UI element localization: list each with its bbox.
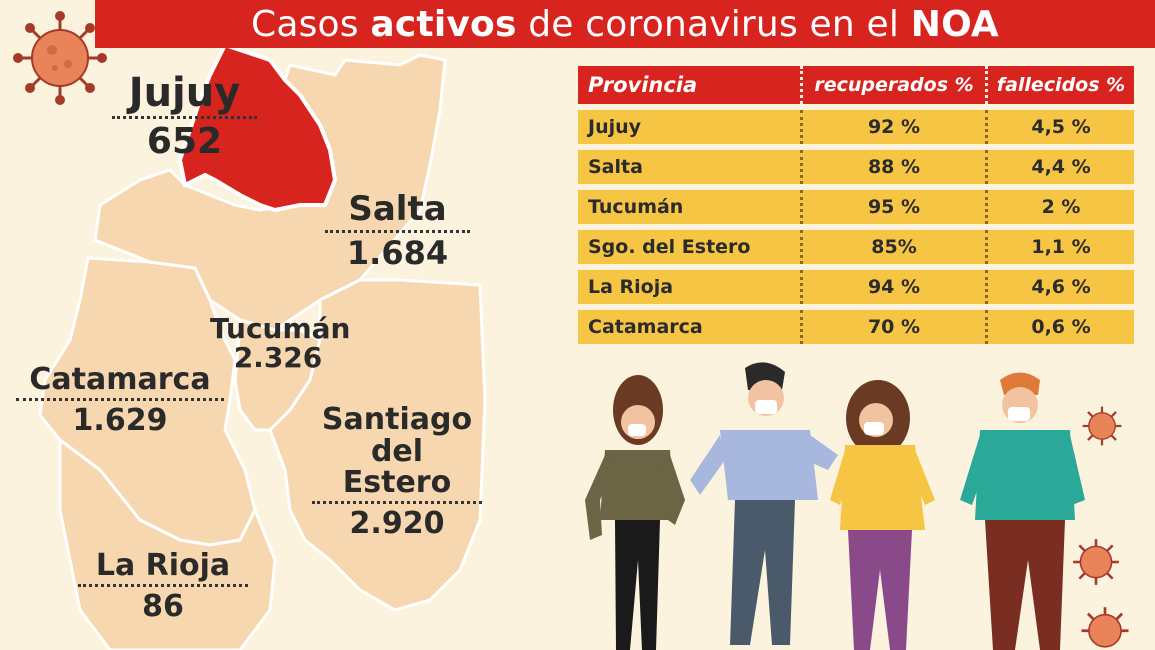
province-cases: 652 (146, 121, 223, 162)
label-santiago-del-estero: Santiago del Estero 2.920 (312, 404, 482, 539)
province-name: Catamarca (29, 362, 211, 397)
cell-recuperados: 88 % (800, 150, 988, 184)
coronavirus-icon (1082, 406, 1122, 446)
cell-fallecidos: 4,5 % (988, 110, 1134, 144)
title-banner: Casos activos de coronavirus en el NOA (95, 0, 1155, 48)
table-row: Salta 88 % 4,4 % (578, 150, 1134, 184)
table-row: Jujuy 92 % 4,5 % (578, 110, 1134, 144)
divider (112, 116, 257, 119)
column-header-recuperados: recuperados % (800, 66, 988, 104)
divider (312, 500, 482, 504)
cell-recuperados: 95 % (800, 190, 988, 224)
table-row: Tucumán 95 % 2 % (578, 190, 1134, 224)
person-woman-2 (830, 380, 935, 650)
table-row: Catamarca 70 % 0,6 % (578, 310, 1134, 344)
cell-recuperados: 92 % (800, 110, 988, 144)
cell-fallecidos: 0,6 % (988, 310, 1134, 344)
table-row: Sgo. del Estero 85% 1,1 % (578, 230, 1134, 264)
cell-provincia: La Rioja (578, 270, 800, 304)
province-cases: 2.920 (349, 505, 445, 541)
cell-fallecidos: 1,1 % (988, 230, 1134, 264)
title-part-3: de coronavirus en el (516, 3, 911, 45)
divider (325, 229, 470, 233)
cell-fallecidos: 4,6 % (988, 270, 1134, 304)
cell-fallecidos: 2 % (988, 190, 1134, 224)
cell-provincia: Catamarca (578, 310, 800, 344)
label-la-rioja: La Rioja 86 (78, 550, 248, 622)
stats-table: Provincia recuperados % fallecidos % Juj… (578, 66, 1134, 350)
table-header-row: Provincia recuperados % fallecidos % (578, 66, 1134, 104)
cell-recuperados: 94 % (800, 270, 988, 304)
person-man-1 (690, 362, 838, 645)
coronavirus-icon (1081, 607, 1129, 648)
province-cases: 86 (142, 588, 184, 624)
column-header-provincia: Provincia (578, 66, 800, 104)
cell-provincia: Tucumán (578, 190, 800, 224)
map-la-rioja (58, 437, 277, 650)
label-jujuy: Jujuy 652 (112, 72, 257, 161)
label-salta: Salta 1.684 (325, 189, 470, 272)
map-santiago-del-estero (268, 278, 487, 612)
coronavirus-icon (1073, 539, 1119, 585)
coronavirus-icon (13, 11, 107, 105)
cell-fallecidos: 4,4 % (988, 150, 1134, 184)
cell-recuperados: 70 % (800, 310, 988, 344)
cell-provincia: Sgo. del Estero (578, 230, 800, 264)
cell-provincia: Jujuy (578, 110, 800, 144)
title-part-1: Casos (251, 3, 371, 45)
divider (78, 583, 248, 587)
person-man-2 (960, 372, 1085, 650)
person-woman-1 (585, 375, 685, 650)
table-row: La Rioja 94 % 4,6 % (578, 270, 1134, 304)
title-part-2: activos (370, 3, 517, 45)
divider (16, 397, 224, 401)
cell-provincia: Salta (578, 150, 800, 184)
cell-recuperados: 85% (800, 230, 988, 264)
province-name-line-2: del Estero (342, 433, 452, 500)
province-name: Salta (348, 189, 447, 229)
province-cases: 1.684 (346, 233, 449, 272)
label-catamarca: Catamarca 1.629 (16, 364, 224, 436)
title-part-4: NOA (910, 3, 999, 45)
province-name: Tucumán (210, 312, 351, 345)
noa-map (38, 42, 487, 650)
province-cases: 2.326 (233, 341, 323, 375)
label-tucuman: Tucumán 2.326 (210, 312, 351, 375)
map-jujuy[interactable] (177, 42, 338, 213)
column-header-fallecidos: fallecidos % (988, 66, 1134, 104)
province-cases: 1.629 (72, 402, 168, 438)
people-illustration (585, 362, 1085, 650)
province-name: La Rioja (95, 548, 231, 583)
province-name: Jujuy (128, 70, 241, 116)
province-name-line-1: Santiago (321, 402, 473, 437)
